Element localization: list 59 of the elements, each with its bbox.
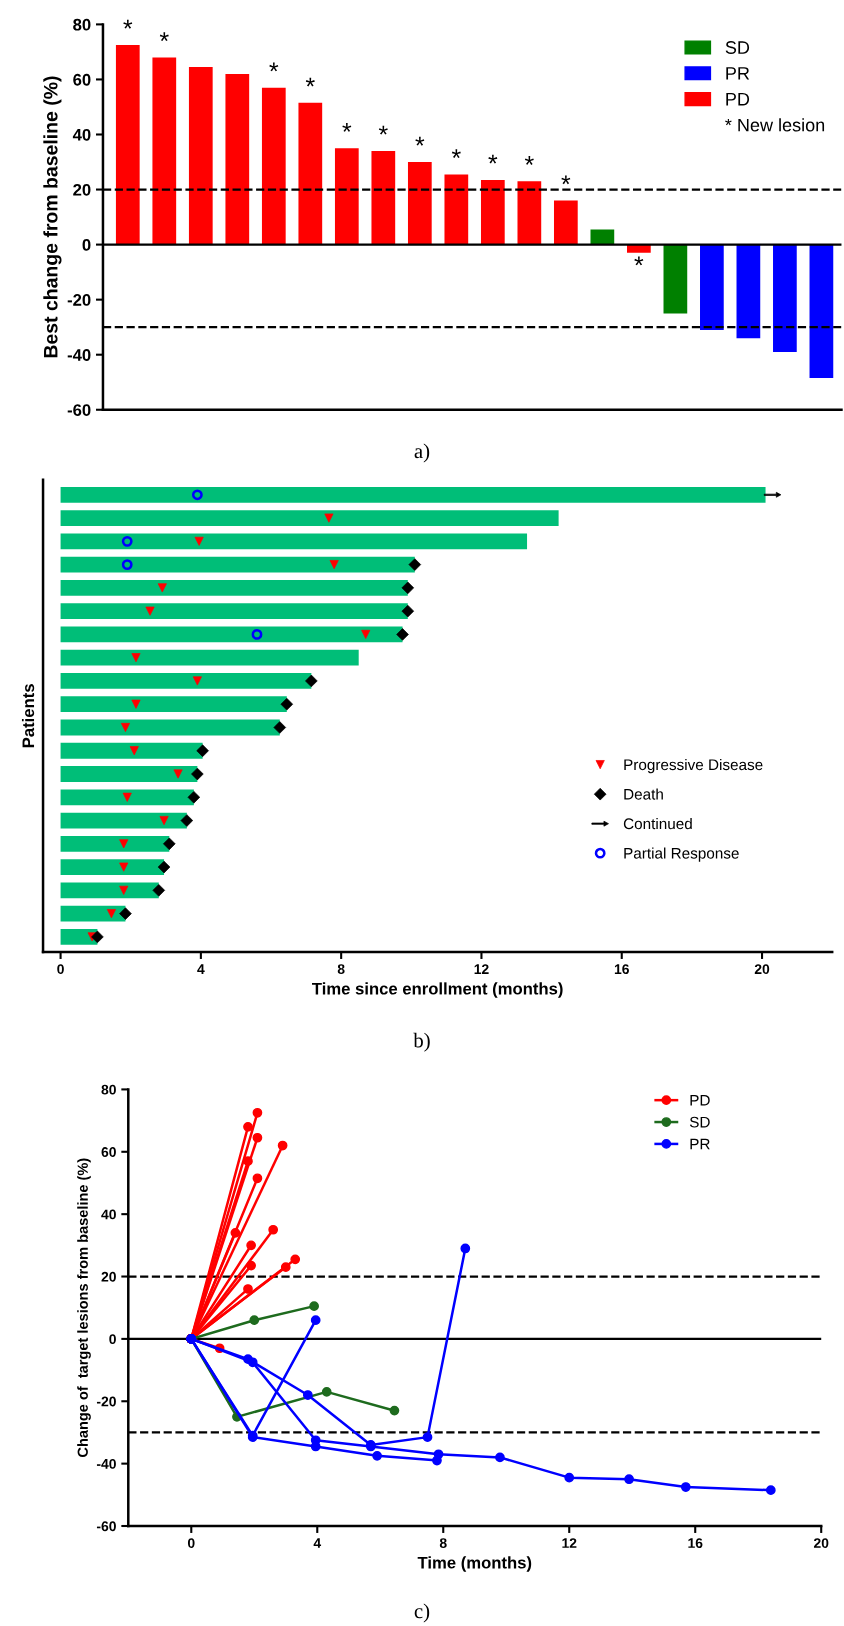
x-tick-label: 4 bbox=[313, 1538, 322, 1548]
x-tick-label: 16 bbox=[688, 1538, 703, 1549]
y-tick-label: -60 bbox=[67, 404, 91, 416]
text: c) bbox=[414, 1603, 430, 1623]
y-tick-label: -20 bbox=[67, 294, 91, 306]
x-axis-title: Time (months) bbox=[417, 1556, 532, 1572]
x-tick-label: 20 bbox=[813, 1538, 829, 1549]
data-label: * bbox=[305, 77, 315, 87]
x-tick-label: 16 bbox=[614, 964, 629, 975]
y-tick-label: -20 bbox=[96, 1396, 116, 1407]
data-label: * bbox=[451, 149, 461, 159]
legend-label: SD bbox=[725, 41, 750, 54]
x-tick-label: 12 bbox=[474, 964, 489, 974]
legend-label: PR bbox=[726, 67, 750, 80]
data-label: * bbox=[342, 123, 352, 132]
y-tick-label: -40 bbox=[96, 1458, 116, 1469]
legend-label: Death bbox=[624, 788, 663, 800]
y-tick-label: 0 bbox=[109, 1334, 116, 1345]
data-label: * bbox=[269, 62, 279, 72]
y-tick-label: -60 bbox=[96, 1521, 116, 1532]
x-tick-label: 8 bbox=[439, 1538, 447, 1549]
x-tick-label: 20 bbox=[754, 964, 770, 975]
y-axis-title: Patients bbox=[21, 684, 35, 748]
data-label: * bbox=[488, 154, 498, 164]
y-tick-label: 40 bbox=[101, 1209, 116, 1220]
data-label: * bbox=[415, 136, 425, 146]
x-tick-label: 0 bbox=[57, 964, 64, 975]
y-tick-label: 20 bbox=[101, 1271, 116, 1282]
legend-label: PR bbox=[690, 1138, 710, 1150]
legend-label: Partial Response bbox=[624, 847, 739, 862]
y-tick-label: -40 bbox=[67, 349, 91, 361]
y-axis-title: Best change from baseline (%) bbox=[43, 76, 62, 358]
data-label: * bbox=[561, 175, 571, 185]
legend-label: PD bbox=[726, 93, 750, 106]
y-tick-label: 40 bbox=[72, 128, 91, 141]
data-label: * bbox=[123, 19, 133, 29]
annotation: * New lesion bbox=[725, 118, 825, 132]
legend-label: Continued bbox=[623, 817, 692, 830]
x-tick-label: 12 bbox=[562, 1538, 577, 1548]
y-tick-label: 60 bbox=[101, 1147, 116, 1157]
y-tick-label: 60 bbox=[73, 73, 91, 86]
data-label: * bbox=[524, 156, 534, 165]
legend-label: Progressive Disease bbox=[624, 758, 763, 774]
x-axis-title: Time since enrollment (months) bbox=[312, 982, 563, 998]
x-tick-label: 0 bbox=[187, 1538, 195, 1549]
x-tick-label: 4 bbox=[197, 964, 205, 974]
legend-label: SD bbox=[689, 1116, 710, 1128]
x-tick-label: 8 bbox=[337, 964, 345, 975]
y-tick-label: 20 bbox=[73, 183, 91, 196]
y-axis-title: Change of target lesions from baseline (%) bbox=[77, 1158, 91, 1458]
data-label: * bbox=[378, 125, 388, 135]
legend-label: PD bbox=[690, 1095, 710, 1106]
text: b) bbox=[413, 1032, 430, 1052]
data-label: * bbox=[159, 32, 169, 42]
data-label: * bbox=[634, 256, 644, 266]
y-tick-label: 0 bbox=[82, 239, 91, 251]
text: a) bbox=[414, 443, 430, 463]
y-tick-label: 80 bbox=[101, 1084, 116, 1095]
y-tick-label: 80 bbox=[73, 18, 91, 31]
